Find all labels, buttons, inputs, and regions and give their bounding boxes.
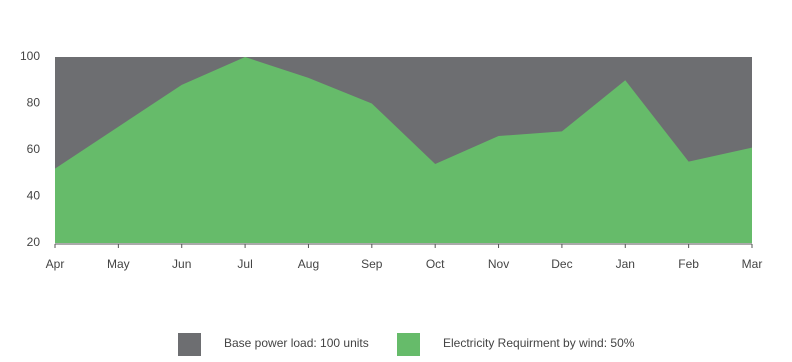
x-tick-label: Sep [361, 257, 383, 271]
x-tick-label: Aug [298, 257, 319, 271]
y-tick-label: 80 [27, 96, 41, 110]
x-tick-label: Jun [172, 257, 191, 271]
x-tick-label: Jul [237, 257, 252, 271]
x-tick-label: May [107, 257, 130, 271]
y-tick-label: 20 [27, 235, 41, 249]
x-tick-label: Nov [488, 257, 509, 271]
legend-swatch [397, 333, 420, 356]
area [55, 57, 752, 243]
legend-label: Base power load: 100 units [224, 336, 369, 350]
x-tick-label: Dec [551, 257, 572, 271]
x-tick-label: Jan [616, 257, 635, 271]
y-tick-label: 60 [27, 142, 41, 156]
y-tick-label: 40 [27, 189, 41, 203]
x-tick-label: Mar [742, 257, 763, 271]
x-tick-label: Apr [46, 257, 65, 271]
legend-label: Electricity Requirment by wind: 50% [443, 336, 635, 350]
x-tick-label: Oct [426, 257, 445, 271]
legend-swatch [178, 333, 201, 356]
y-tick-label: 100 [20, 49, 40, 63]
x-tick-label: Feb [678, 257, 699, 271]
